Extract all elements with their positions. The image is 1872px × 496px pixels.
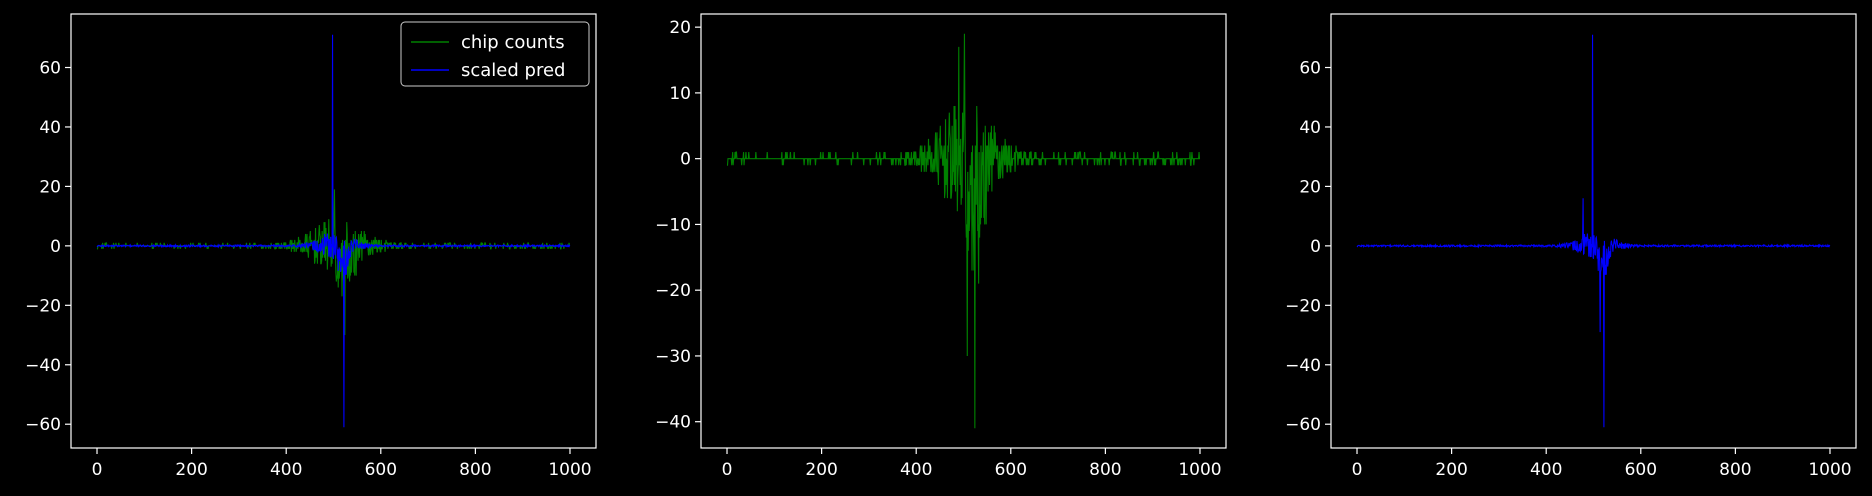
x-tick-label: 400 [1530,460,1562,480]
y-tick-label: −20 [655,281,691,301]
x-tick-label: 200 [805,460,837,480]
y-tick-label: 60 [1299,59,1321,79]
x-tick-label: 600 [365,460,397,480]
series-line-scaled-pred [96,34,571,428]
x-tick-label: 800 [459,460,491,480]
series-line-scaled-pred [1356,34,1831,428]
y-tick-label: −60 [1285,415,1321,435]
x-tick-label: 1000 [1808,460,1851,480]
x-tick-label: 400 [900,460,932,480]
y-tick-label: 0 [680,150,691,170]
y-tick-label: 0 [1310,237,1321,257]
chart-left-chip-counts-and-scaled-pred: 0 200 400 600 800 1000 −60 −40 −20 0 20 40 60 chip co… [25,13,597,480]
y-tick-label: −20 [25,296,61,316]
axes-frame [700,13,1227,449]
legend-label: scaled pred [461,60,565,81]
x-tick-label: 0 [1352,460,1363,480]
y-tick-label: 40 [1299,118,1321,138]
x-tick-label: 600 [995,460,1027,480]
y-tick-label: 10 [669,84,691,104]
y-tick-label: 20 [669,18,691,38]
plot-area [1356,34,1831,428]
y-tick-label: −60 [25,415,61,435]
y-tick-label: 40 [39,118,61,138]
y-tick-label: 20 [39,177,61,197]
y-tick-label: 60 [39,59,61,79]
x-tick-label: 800 [1089,460,1121,480]
y-tick-label: −20 [1285,296,1321,316]
axes-frame [70,13,597,449]
y-tick-label: −40 [655,413,691,433]
y-tick-label: −40 [25,356,61,376]
series-line-chip-counts [726,33,1201,429]
y-tick-label: −30 [655,347,691,367]
y-tick-label: 20 [1299,177,1321,197]
x-tick-label: 200 [175,460,207,480]
x-tick-label: 0 [722,460,733,480]
x-tick-label: 800 [1719,460,1751,480]
chart-right-scaled-pred: 0 200 400 600 800 1000 −60 −40 −20 0 20 40 60 [1285,13,1857,480]
y-tick-label: 0 [50,237,61,257]
chart-middle-chip-counts: 0 200 400 600 800 1000 −40 −30 −20 −10 0 10 20 [655,13,1227,480]
x-tick-label: 1000 [548,460,591,480]
axes-frame [1330,13,1857,449]
x-tick-label: 0 [92,460,103,480]
x-tick-label: 1000 [1178,460,1221,480]
y-tick-label: −40 [1285,356,1321,376]
legend: chip counts scaled pred [400,21,590,87]
x-tick-label: 200 [1435,460,1467,480]
legend-label: chip counts [461,32,565,53]
y-tick-label: −10 [655,215,691,235]
x-tick-label: 600 [1625,460,1657,480]
plot-area [726,33,1201,429]
x-tick-label: 400 [270,460,302,480]
plot-area [96,34,571,428]
